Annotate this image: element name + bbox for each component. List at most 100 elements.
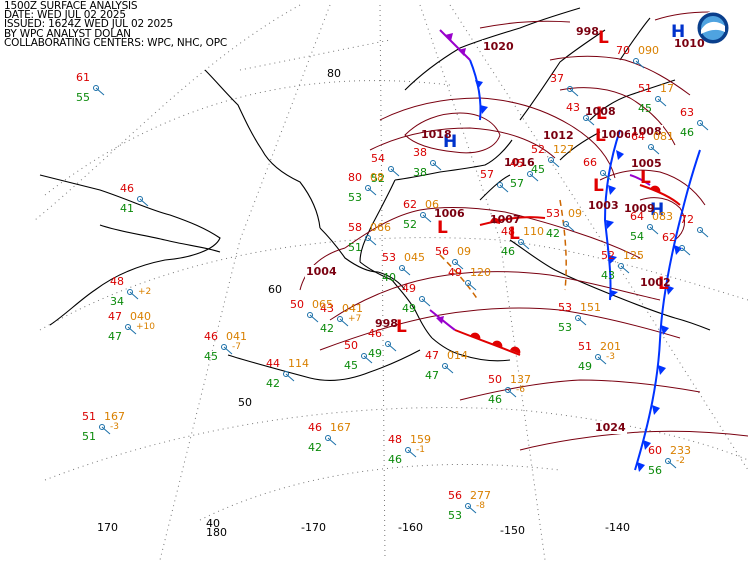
header-analyst: BY WPC ANALYST DOLAN [4, 27, 131, 40]
isobar-label: 1008 [630, 125, 663, 138]
station-wind-barb [507, 389, 517, 398]
station-circle [388, 166, 394, 172]
station-wind-barb [285, 373, 295, 382]
station-dewpoint: 34 [110, 295, 124, 308]
station-temperature: 64 [630, 210, 644, 223]
low-center-symbol: L [640, 168, 651, 188]
station-wind-barb [699, 122, 709, 131]
station-dewpoint: 46 [680, 126, 694, 139]
station-circle [93, 85, 99, 91]
station-pressure: 114 [288, 357, 309, 370]
station-temperature: 43 [320, 302, 334, 315]
station-circle [452, 259, 458, 265]
station-dewpoint: 55 [76, 91, 90, 104]
station-pressure: 041 [226, 330, 247, 343]
station-dewpoint: 52 [371, 172, 385, 185]
station-dewpoint: 47 [108, 330, 122, 343]
station-temperature: 62 [403, 198, 417, 211]
station-circle [648, 144, 654, 150]
station-wind-barb [597, 356, 607, 365]
station-circle [505, 387, 511, 393]
station-temperature: 72 [680, 213, 694, 226]
station-circle [633, 58, 639, 64]
station-pressure: 08 [370, 171, 384, 184]
station-circle [665, 458, 671, 464]
station-circle [283, 371, 289, 377]
station-wind-barb [520, 241, 530, 250]
station-circle [137, 196, 143, 202]
station-wind-barb [129, 291, 139, 300]
station-pressure-tendency: +7 [348, 314, 362, 324]
station-circle [405, 447, 411, 453]
station-circle [679, 245, 685, 251]
high-center-pressure: 1018 [421, 128, 452, 141]
station-wind-barb [432, 162, 442, 171]
station-pressure: 065 [312, 298, 333, 311]
station-pressure: 040 [130, 310, 151, 323]
station-pressure: 06 [425, 198, 439, 211]
station-dewpoint: 46 [488, 393, 502, 406]
occluded-front-symbols [436, 33, 466, 324]
station-dewpoint: 53 [558, 321, 572, 334]
station-pressure: 233 [670, 444, 691, 457]
station-pressure: 041 [342, 302, 363, 315]
station-dewpoint: 57 [510, 177, 524, 190]
station-temperature: 56 [448, 489, 462, 502]
station-temperature: 61 [76, 71, 90, 84]
station-circle [647, 224, 653, 230]
station-temperature: 52 [601, 249, 615, 262]
station-dewpoint: 47 [425, 369, 439, 382]
isobars [299, 11, 748, 451]
warm-front-bumps [470, 185, 661, 354]
lon-label-m140: -140 [605, 521, 630, 534]
station-dewpoint: 42 [266, 377, 280, 390]
low-center-pressure: 1008 [585, 105, 616, 118]
station-wind-barb [499, 184, 509, 193]
analysis-header: 1500Z SURFACE ANALYSIS DATE: WED JUL 02 … [4, 1, 227, 49]
station-circle [127, 289, 133, 295]
station-circle [337, 316, 343, 322]
station-temperature: 53 [546, 207, 560, 220]
station-pressure: 083 [652, 210, 673, 223]
station-circle [575, 315, 581, 321]
lon-label-m160: -160 [398, 521, 423, 534]
station-temperature: 70 [616, 44, 630, 57]
station-temperature: 52 [531, 143, 545, 156]
station-dewpoint: 45 [531, 163, 545, 176]
graticule [34, 4, 748, 561]
station-temperature: 60 [648, 444, 662, 457]
station-wind-barb [387, 343, 397, 352]
station-temperature: 58 [348, 221, 362, 234]
station-temperature: 66 [583, 156, 597, 169]
station-pressure: 151 [580, 301, 601, 314]
station-circle [497, 182, 503, 188]
station-wind-barb [95, 87, 105, 96]
station-pressure: 127 [553, 143, 574, 156]
header-issued: ISSUED: 1624Z WED JUL 02 2025 [4, 18, 173, 31]
station-temperature: 48 [110, 275, 124, 288]
station-circle [548, 157, 554, 163]
station-circle [221, 344, 227, 350]
station-pressure: 137 [510, 373, 531, 386]
station-temperature: 46 [204, 330, 218, 343]
lon-label-180: 180 [206, 526, 227, 539]
low-center-pressure: 1002 [640, 276, 671, 289]
station-dewpoint: 42 [308, 441, 322, 454]
station-circle [600, 170, 606, 176]
station-dewpoint: 46 [501, 245, 515, 258]
station-wind-barb [681, 247, 691, 256]
station-dewpoint: 49 [402, 302, 416, 315]
station-circle [567, 86, 573, 92]
lat-label-50: 50 [238, 396, 252, 409]
station-circle [563, 221, 569, 227]
lon-label-170: 170 [97, 521, 118, 534]
station-wind-barb [444, 365, 454, 374]
station-pressure: 201 [600, 340, 621, 353]
station-wind-barb [422, 214, 432, 223]
station-pressure-tendency: -6 [516, 385, 525, 395]
station-pressure: 045 [404, 251, 425, 264]
station-dewpoint: 38 [413, 166, 427, 179]
lat-label-40: 40 [206, 517, 220, 530]
troughs [439, 199, 567, 301]
station-dewpoint: 41 [120, 202, 134, 215]
